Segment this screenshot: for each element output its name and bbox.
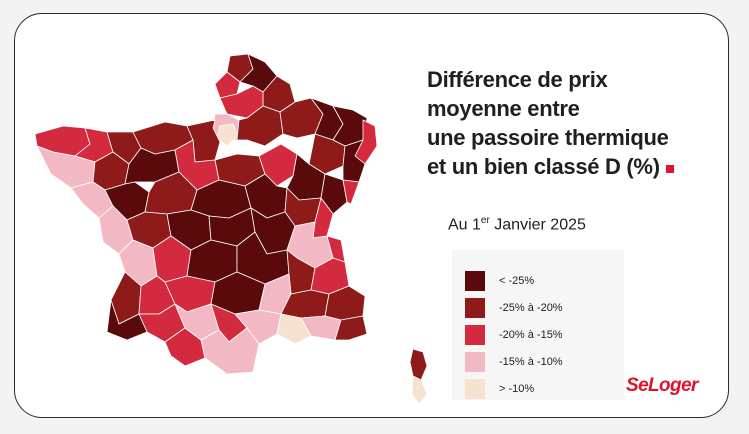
department-regions — [34, 53, 428, 405]
date-label: Au 1er Janvier 2025 — [448, 215, 586, 234]
legend: < -25% -25% à -20% -20% à -15% -15% à -1… — [452, 250, 624, 400]
title-line-3: une passoire thermique — [427, 125, 669, 150]
legend-swatch — [465, 271, 485, 291]
title-line-2: moyenne entre — [427, 96, 580, 121]
department-region — [216, 123, 239, 147]
legend-label: -25% à -20% — [499, 302, 563, 314]
legend-item: > -10% — [465, 379, 534, 399]
legend-label: > -10% — [499, 383, 535, 395]
france-map — [34, 53, 428, 405]
infographic-card: Différence de prix moyenne entre une pas… — [14, 13, 729, 418]
department-region — [219, 85, 264, 119]
date-prefix: Au 1 — [448, 216, 481, 234]
seloger-logo: SeLoger — [626, 375, 698, 396]
title-line-1: Différence de prix — [427, 67, 608, 92]
legend-swatch — [465, 352, 485, 372]
legend-item: -20% à -15% — [465, 325, 563, 345]
department-region — [342, 139, 366, 183]
accent-square-icon — [665, 165, 674, 173]
department-region — [320, 173, 348, 215]
legend-item: -15% à -10% — [465, 352, 563, 372]
date-suffix: Janvier 2025 — [489, 216, 586, 234]
chart-title: Différence de prix moyenne entre une pas… — [427, 65, 727, 181]
legend-label: < -25% — [499, 275, 535, 287]
department-region — [200, 327, 260, 375]
date-sup: er — [480, 215, 490, 226]
legend-swatch — [465, 379, 485, 399]
title-line-4-text: et un bien classé D (%) — [427, 154, 660, 179]
legend-label: -15% à -10% — [499, 356, 563, 368]
department-region — [411, 375, 428, 405]
legend-swatch — [465, 325, 485, 345]
legend-label: -20% à -15% — [499, 329, 563, 341]
legend-item: < -25% — [465, 271, 534, 291]
department-region — [334, 315, 368, 341]
title-line-4: et un bien classé D (%) — [427, 152, 727, 181]
department-region — [342, 179, 360, 205]
legend-swatch — [465, 298, 485, 318]
legend-item: -25% à -20% — [465, 298, 563, 318]
department-region — [409, 348, 428, 381]
